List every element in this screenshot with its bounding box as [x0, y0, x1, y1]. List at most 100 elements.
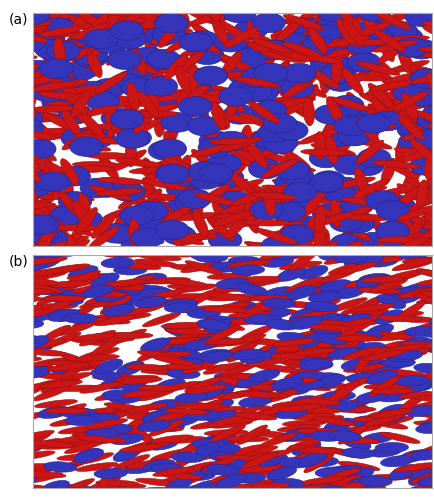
Ellipse shape: [102, 484, 146, 490]
Ellipse shape: [338, 156, 381, 170]
Circle shape: [25, 224, 59, 244]
Ellipse shape: [352, 62, 392, 79]
Ellipse shape: [37, 442, 81, 450]
Ellipse shape: [237, 180, 276, 198]
Ellipse shape: [237, 425, 267, 444]
Ellipse shape: [229, 312, 272, 318]
Circle shape: [240, 68, 274, 87]
Ellipse shape: [410, 190, 434, 212]
Circle shape: [313, 33, 347, 52]
Ellipse shape: [250, 64, 261, 92]
Circle shape: [319, 11, 352, 31]
Ellipse shape: [394, 150, 434, 162]
Ellipse shape: [312, 212, 355, 226]
Ellipse shape: [164, 176, 186, 202]
Ellipse shape: [32, 372, 75, 380]
Ellipse shape: [81, 413, 125, 420]
Ellipse shape: [114, 228, 159, 239]
Ellipse shape: [76, 462, 118, 471]
Ellipse shape: [222, 154, 236, 182]
Ellipse shape: [428, 344, 434, 353]
Ellipse shape: [324, 252, 364, 264]
Ellipse shape: [64, 360, 106, 370]
Ellipse shape: [427, 364, 434, 378]
Ellipse shape: [356, 274, 386, 287]
Ellipse shape: [95, 291, 127, 302]
Ellipse shape: [99, 408, 138, 420]
Ellipse shape: [176, 439, 202, 460]
Ellipse shape: [249, 314, 283, 324]
Circle shape: [199, 131, 233, 150]
Ellipse shape: [185, 33, 220, 53]
Ellipse shape: [148, 66, 174, 90]
Ellipse shape: [7, 266, 41, 276]
Ellipse shape: [220, 55, 257, 74]
Ellipse shape: [210, 484, 253, 492]
Ellipse shape: [123, 236, 164, 248]
Ellipse shape: [333, 343, 372, 356]
Circle shape: [45, 74, 78, 94]
Ellipse shape: [175, 392, 208, 403]
Ellipse shape: [90, 273, 119, 287]
Ellipse shape: [42, 113, 79, 132]
Ellipse shape: [201, 351, 234, 362]
Ellipse shape: [283, 420, 326, 426]
Circle shape: [99, 224, 133, 243]
Circle shape: [57, 166, 90, 186]
Ellipse shape: [203, 406, 247, 414]
Ellipse shape: [95, 389, 135, 400]
Circle shape: [280, 78, 314, 98]
Ellipse shape: [426, 164, 434, 172]
Ellipse shape: [3, 30, 47, 42]
Ellipse shape: [5, 208, 26, 234]
Ellipse shape: [379, 83, 410, 105]
Ellipse shape: [52, 362, 82, 374]
Circle shape: [234, 20, 268, 40]
Ellipse shape: [316, 136, 339, 162]
Ellipse shape: [304, 453, 334, 472]
Ellipse shape: [61, 359, 90, 379]
Ellipse shape: [207, 354, 251, 361]
Ellipse shape: [280, 148, 311, 171]
Ellipse shape: [408, 490, 434, 500]
Circle shape: [357, 114, 391, 133]
Circle shape: [335, 126, 369, 146]
Ellipse shape: [188, 128, 232, 140]
Ellipse shape: [277, 301, 321, 308]
Ellipse shape: [345, 376, 388, 384]
Ellipse shape: [322, 391, 355, 401]
Ellipse shape: [264, 344, 291, 359]
Ellipse shape: [276, 167, 307, 190]
Ellipse shape: [72, 408, 102, 420]
Ellipse shape: [362, 432, 394, 444]
Ellipse shape: [226, 214, 249, 239]
Ellipse shape: [9, 442, 43, 453]
Ellipse shape: [299, 482, 332, 494]
Ellipse shape: [203, 362, 243, 374]
Ellipse shape: [396, 343, 434, 351]
Ellipse shape: [244, 314, 277, 325]
Ellipse shape: [33, 487, 76, 494]
Ellipse shape: [305, 302, 339, 312]
Circle shape: [397, 120, 431, 140]
Circle shape: [198, 138, 232, 158]
Ellipse shape: [115, 0, 145, 14]
Circle shape: [406, 86, 434, 106]
Ellipse shape: [413, 288, 434, 294]
Ellipse shape: [427, 226, 434, 248]
Ellipse shape: [243, 302, 283, 314]
Ellipse shape: [380, 244, 413, 256]
Ellipse shape: [378, 380, 418, 394]
Ellipse shape: [317, 345, 342, 367]
Ellipse shape: [358, 292, 395, 308]
Ellipse shape: [397, 206, 434, 221]
Ellipse shape: [57, 408, 90, 418]
Ellipse shape: [75, 95, 87, 123]
Ellipse shape: [141, 338, 170, 352]
Ellipse shape: [342, 186, 387, 198]
Ellipse shape: [367, 108, 380, 136]
Ellipse shape: [168, 284, 211, 290]
Ellipse shape: [419, 47, 434, 54]
Ellipse shape: [191, 448, 231, 461]
Ellipse shape: [399, 228, 434, 236]
